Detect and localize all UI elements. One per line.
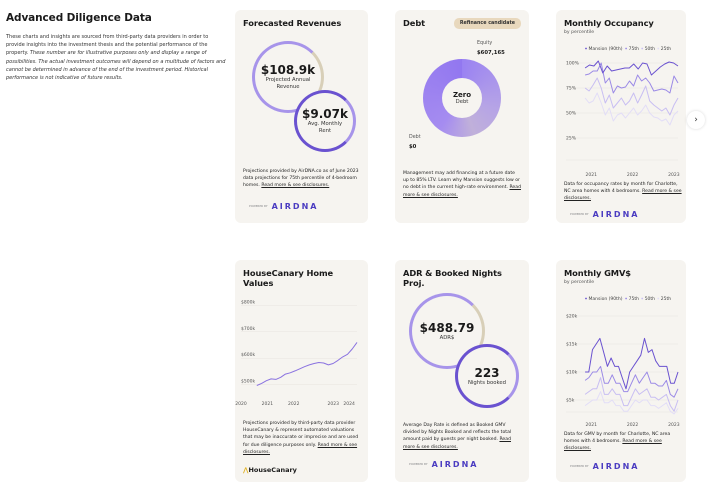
y-tick-label: $15k xyxy=(566,342,578,348)
read-more-link[interactable]: Read more & see disclosures. xyxy=(243,442,358,455)
y-tick-label: 25% xyxy=(566,136,577,142)
card-title: HouseCanary Home Values xyxy=(243,268,334,288)
home-values-chart: $800k $700k $600k $500k 2020 2021 2022 2023 2024 xyxy=(235,299,358,407)
refinance-badge: Refinance candidate xyxy=(453,18,521,29)
legend-marker xyxy=(625,297,627,300)
card-title: Monthly Occupancy xyxy=(564,18,654,28)
home-values-card: HouseCanary Home Values $800k $700k $600k $… xyxy=(235,260,368,482)
y-tick-label: 50% xyxy=(566,111,577,117)
x-tick-label: 2023 xyxy=(328,401,340,407)
card-title: ADR & Booked Nights Proj. xyxy=(403,268,502,288)
card-title: Monthly GMV$ xyxy=(564,268,631,278)
debt-donut: Zero Debt xyxy=(423,59,501,137)
adr-card: ADR & Booked Nights Proj. $488.79 ADR$ 2… xyxy=(395,260,529,482)
y-tick-label: 100% xyxy=(566,61,580,67)
airdna-logo: POWERED BY AIRDNA xyxy=(570,462,640,471)
y-tick-label: $600k xyxy=(241,352,255,358)
x-tick-label: 2023 xyxy=(668,422,680,428)
legend-label: 25th xyxy=(661,296,671,302)
legend-marker xyxy=(625,47,627,50)
occupancy-chart: 100% 75% 50% 25% 2021 2022 2023 Mansion (90th) 7… xyxy=(566,46,680,178)
monthly-rent-circle: $9.07k Avg. Monthly Rent xyxy=(294,90,356,152)
read-more-link[interactable]: Read more & see disclosures. xyxy=(403,185,521,198)
y-tick-label: $10k xyxy=(566,370,578,376)
series-line-50th xyxy=(584,77,679,116)
y-tick-label: $5k xyxy=(566,398,575,404)
gmv-chart: $20k $15k $10k $5k 2021 2022 2023 Mansion (90th… xyxy=(566,296,680,428)
card-title: Debt xyxy=(403,18,426,28)
nights-booked-circle: 223 Nights booked xyxy=(455,344,519,408)
series-line-25th xyxy=(584,391,679,415)
series-line-50th xyxy=(584,377,679,412)
legend-label: 75th xyxy=(629,296,639,302)
monthly-occupancy-card: Monthly Occupancy by percentile 100% 75% 5… xyxy=(556,10,686,223)
airdna-logo: POWERED BY AIRDNA xyxy=(249,202,319,211)
legend-marker xyxy=(657,297,660,300)
read-more-link[interactable]: Read more & see disclosures. xyxy=(403,437,511,450)
legend-label: Mansion (90th) xyxy=(589,46,623,52)
legend-label: 25th xyxy=(661,46,671,52)
x-tick-label: 2021 xyxy=(262,401,274,407)
annual-revenue-circle: $108.9k Projected Annual Revenue xyxy=(252,41,324,113)
x-tick-label: 2022 xyxy=(627,422,639,428)
x-tick-label: 2024 xyxy=(343,401,355,407)
legend-label: Mansion (90th) xyxy=(589,296,623,302)
legend-marker xyxy=(585,47,587,50)
intro-text: These charts and insights are sourced fr… xyxy=(6,34,226,82)
adr-circle: $488.79 ADR$ xyxy=(409,293,485,369)
x-tick-label: 2022 xyxy=(288,401,300,407)
legend-marker xyxy=(641,47,644,50)
airdna-logo: POWERED BY AIRDNA xyxy=(570,210,640,219)
x-tick-label: 2020 xyxy=(235,401,247,407)
legend-marker xyxy=(657,47,660,50)
legend-label: 75th xyxy=(629,46,639,52)
read-more-link[interactable]: Read more & see disclosures. xyxy=(261,183,330,189)
read-more-link[interactable]: Read more & see disclosures. xyxy=(564,439,662,452)
debt-card: Debt Refinance candidate Equity $607,165… xyxy=(395,10,529,223)
series-line-mansion xyxy=(584,60,679,76)
series-line xyxy=(256,342,358,386)
legend-marker xyxy=(585,297,587,300)
airdna-logo: POWERED BY AIRDNA xyxy=(409,460,479,469)
x-tick-label: 2021 xyxy=(586,422,598,428)
next-arrow-button[interactable]: › xyxy=(687,111,705,129)
intro-section: Advanced Diligence Data These charts and… xyxy=(6,12,228,82)
read-more-link[interactable]: Read more & see disclosures. xyxy=(564,189,682,202)
x-tick-label: 2022 xyxy=(627,172,639,178)
x-tick-label: 2023 xyxy=(668,172,680,178)
y-tick-label: $20k xyxy=(566,314,578,320)
series-line-mansion xyxy=(585,337,679,390)
y-tick-label: $500k xyxy=(241,379,255,385)
series-line-75th xyxy=(584,62,679,94)
series-line-75th xyxy=(584,365,679,398)
housecanary-logo: ⋀HouseCanary xyxy=(243,466,297,474)
legend-marker xyxy=(641,297,644,300)
y-tick-label: 75% xyxy=(566,86,577,92)
card-title: Forecasted Revenues xyxy=(243,18,342,28)
series-line-25th xyxy=(584,92,679,126)
monthly-gmv-card: Monthly GMV$ by percentile $20k $15k $10k $… xyxy=(556,260,686,482)
legend-label: 50th xyxy=(645,296,655,302)
chevron-right-icon: › xyxy=(694,115,698,125)
legend-label: 50th xyxy=(645,46,655,52)
y-tick-label: $700k xyxy=(241,326,255,332)
forecasted-revenues-card: Forecasted Revenues $108.9k Projected An… xyxy=(235,10,368,223)
y-tick-label: $800k xyxy=(241,299,255,305)
page-title: Advanced Diligence Data xyxy=(6,12,152,24)
x-tick-label: 2021 xyxy=(586,172,598,178)
